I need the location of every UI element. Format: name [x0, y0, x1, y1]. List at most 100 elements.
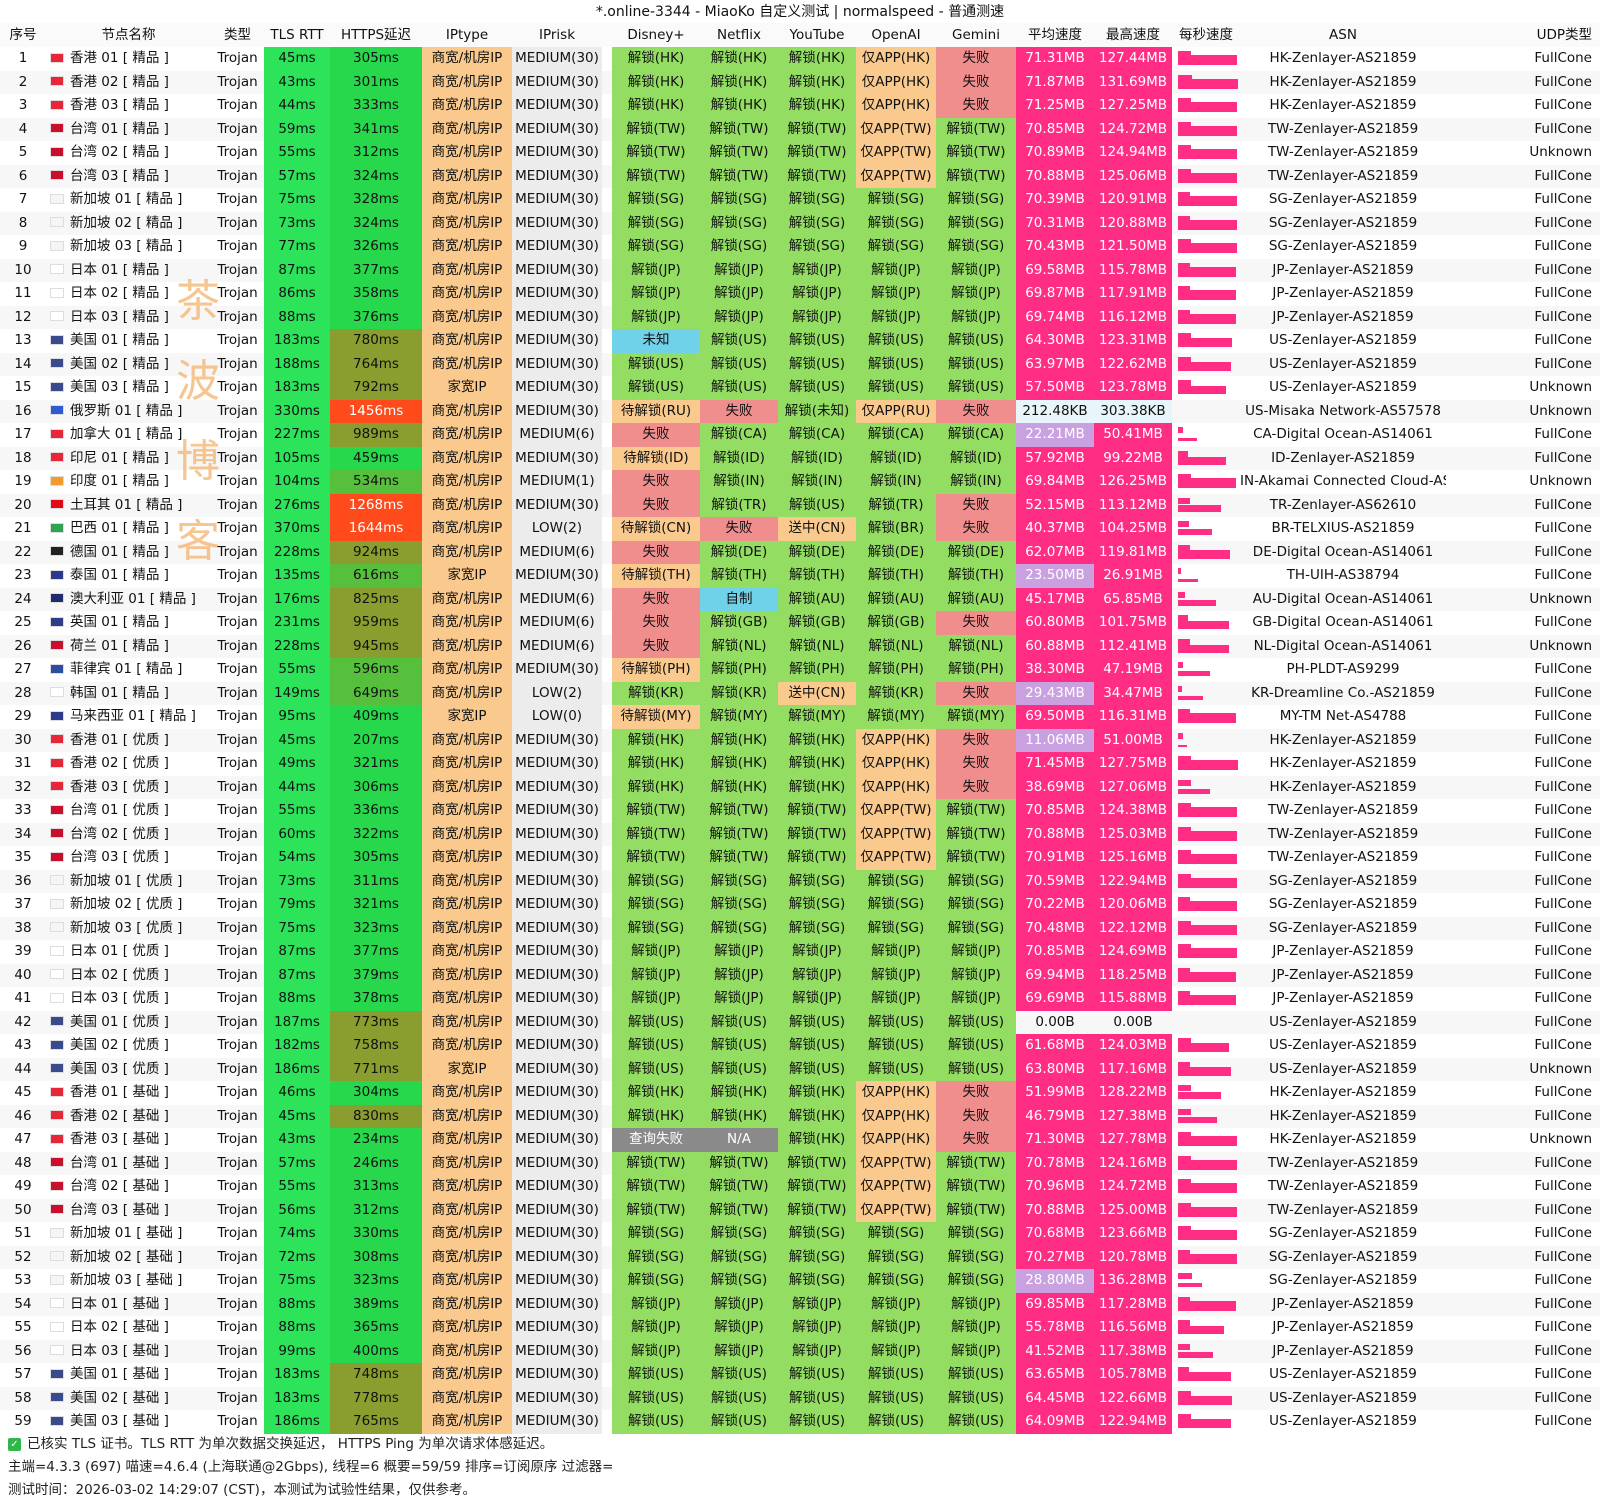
table-row[interactable]: 22 德国 01 [ 精品 ] Trojan 228ms 924ms 商宽/机房IP MED… [0, 540, 1600, 564]
table-row[interactable]: 54 日本 01 [ 基础 ] Trojan 88ms 389ms 商宽/机房IP MEDI… [0, 1292, 1600, 1316]
header-speed-graph[interactable]: 每秒速度 [1179, 27, 1233, 43]
col-iptype: 商宽/机房IP [422, 258, 512, 282]
col-udp: FullCone [1534, 308, 1592, 325]
col-netflix: 解锁(TW) [700, 1198, 778, 1222]
table-row[interactable]: 37 新加坡 02 [ 优质 ] Trojan 79ms 321ms 商宽/机房IP MED… [0, 893, 1600, 917]
table-row[interactable]: 10 日本 01 [ 精品 ] Trojan 87ms 377ms 商宽/机房IP MEDI… [0, 258, 1600, 282]
table-row[interactable]: 39 日本 01 [ 优质 ] Trojan 87ms 377ms 商宽/机房IP MEDI… [0, 940, 1600, 964]
col-netflix: 解锁(HK) [700, 94, 778, 118]
col-udp: FullCone [1534, 1013, 1592, 1030]
header-avg-speed[interactable]: 平均速度 [1028, 27, 1082, 43]
header-asn[interactable]: ASN [1329, 27, 1357, 43]
table-row[interactable]: 4 台湾 01 [ 精品 ] Trojan 59ms 341ms 商宽/机房IP MEDIU… [0, 117, 1600, 141]
speed-graph [1178, 1130, 1238, 1150]
table-row[interactable]: 11 日本 02 [ 精品 ] Trojan 86ms 358ms 商宽/机房IP MEDI… [0, 282, 1600, 306]
table-row[interactable]: 34 台湾 02 [ 优质 ] Trojan 60ms 322ms 商宽/机房IP MEDI… [0, 822, 1600, 846]
col-gemini: 解锁(US) [936, 1363, 1016, 1387]
table-row[interactable]: 57 美国 01 [ 基础 ] Trojan 183ms 748ms 商宽/机房IP MED… [0, 1363, 1600, 1387]
col-tls-rtt: 75ms [264, 188, 330, 212]
col-iptype: 商宽/机房IP [422, 822, 512, 846]
table-row[interactable]: 8 新加坡 02 [ 精品 ] Trojan 73ms 324ms 商宽/机房IP MEDI… [0, 211, 1600, 235]
header-netflix[interactable]: Netflix [717, 27, 761, 43]
table-row[interactable]: 24 澳大利亚 01 [ 精品 ] Trojan 176ms 825ms 商宽/机房IP M… [0, 587, 1600, 611]
col-index: 29 [14, 708, 32, 724]
table-row[interactable]: 56 日本 03 [ 基础 ] Trojan 99ms 400ms 商宽/机房IP MEDI… [0, 1339, 1600, 1363]
table-row[interactable]: 41 日本 03 [ 优质 ] Trojan 88ms 378ms 商宽/机房IP MEDI… [0, 987, 1600, 1011]
header-iprisk[interactable]: IPrisk [538, 27, 576, 43]
table-row[interactable]: 9 新加坡 03 [ 精品 ] Trojan 77ms 326ms 商宽/机房IP MEDI… [0, 235, 1600, 259]
table-row[interactable]: 19 印度 01 [ 精品 ] Trojan 104ms 534ms 商宽/机房IP MED… [0, 470, 1600, 494]
col-disney: 解锁(US) [612, 352, 700, 376]
table-row[interactable]: 17 加拿大 01 [ 精品 ] Trojan 227ms 989ms 商宽/机房IP ME… [0, 423, 1600, 447]
table-row[interactable]: 40 日本 02 [ 优质 ] Trojan 87ms 379ms 商宽/机房IP MEDI… [0, 963, 1600, 987]
header-https[interactable]: HTTPS延迟 [340, 27, 412, 43]
table-row[interactable]: 30 香港 01 [ 优质 ] Trojan 45ms 207ms 商宽/机房IP MEDI… [0, 728, 1600, 752]
header-iptype[interactable]: IPtype [445, 27, 489, 43]
table-row[interactable]: 13 美国 01 [ 精品 ] Trojan 183ms 780ms 商宽/机房IP MED… [0, 329, 1600, 353]
table-row[interactable]: 5 台湾 02 [ 精品 ] Trojan 55ms 312ms 商宽/机房IP MEDIU… [0, 141, 1600, 165]
table-row[interactable]: 38 新加坡 03 [ 优质 ] Trojan 75ms 323ms 商宽/机房IP MED… [0, 916, 1600, 940]
table-row[interactable]: 14 美国 02 [ 精品 ] Trojan 188ms 764ms 商宽/机房IP MED… [0, 352, 1600, 376]
col-iprisk: MEDIUM(30) [512, 846, 602, 870]
col-type: Trojan [217, 426, 258, 442]
table-row[interactable]: 6 台湾 03 [ 精品 ] Trojan 57ms 324ms 商宽/机房IP MEDIU… [0, 164, 1600, 188]
header-disney[interactable]: Disney+ [627, 27, 685, 43]
table-row[interactable]: 15 美国 03 [ 精品 ] Trojan 183ms 792ms 家宽IP MEDIUM… [0, 376, 1600, 400]
table-row[interactable]: 3 香港 03 [ 精品 ] Trojan 44ms 333ms 商宽/机房IP MEDIU… [0, 94, 1600, 118]
flag-icon [50, 287, 64, 298]
speed-peak-bar [1178, 662, 1183, 668]
table-row[interactable]: 32 香港 03 [ 优质 ] Trojan 44ms 306ms 商宽/机房IP MEDI… [0, 775, 1600, 800]
table-row[interactable]: 44 美国 03 [ 优质 ] Trojan 186ms 771ms 家宽IP MEDIUM… [0, 1057, 1600, 1081]
header-openai[interactable]: OpenAI [871, 27, 921, 43]
table-row[interactable]: 23 泰国 01 [ 精品 ] Trojan 135ms 616ms 家宽IP MEDIUM… [0, 564, 1600, 588]
table-row[interactable]: 20 土耳其 01 [ 精品 ] Trojan 276ms 1268ms 商宽/机房IP M… [0, 493, 1600, 517]
table-row[interactable]: 21 巴西 01 [ 精品 ] Trojan 370ms 1644ms 商宽/机房IP LO… [0, 517, 1600, 541]
table-row[interactable]: 12 日本 03 [ 精品 ] Trojan 88ms 376ms 商宽/机房IP MEDI… [0, 305, 1600, 329]
table-row[interactable]: 58 美国 02 [ 基础 ] Trojan 183ms 778ms 商宽/机房IP MED… [0, 1386, 1600, 1410]
table-row[interactable]: 53 新加坡 03 [ 基础 ] Trojan 75ms 323ms 商宽/机房IP MED… [0, 1269, 1600, 1293]
table-row[interactable]: 46 香港 02 [ 基础 ] Trojan 45ms 830ms 商宽/机房IP MEDI… [0, 1104, 1600, 1128]
table-row[interactable]: 50 台湾 03 [ 基础 ] Trojan 56ms 312ms 商宽/机房IP MEDI… [0, 1198, 1600, 1222]
table-row[interactable]: 25 英国 01 [ 精品 ] Trojan 231ms 959ms 商宽/机房IP MED… [0, 611, 1600, 635]
col-node-name: 马来西亚 01 [ 精品 ] [46, 705, 211, 729]
table-row[interactable]: 45 香港 01 [ 基础 ] Trojan 46ms 304ms 商宽/机房IP MEDI… [0, 1081, 1600, 1105]
table-row[interactable]: 52 新加坡 02 [ 基础 ] Trojan 72ms 308ms 商宽/机房IP MED… [0, 1245, 1600, 1269]
table-row[interactable]: 27 菲律宾 01 [ 精品 ] Trojan 55ms 596ms 商宽/机房IP MED… [0, 658, 1600, 682]
table-row[interactable]: 16 俄罗斯 01 [ 精品 ] Trojan 330ms 1456ms 商宽/机房IP M… [0, 399, 1600, 423]
table-row[interactable]: 48 台湾 01 [ 基础 ] Trojan 57ms 246ms 商宽/机房IP MEDI… [0, 1151, 1600, 1175]
col-tls-rtt: 44ms [264, 775, 330, 799]
table-row[interactable]: 2 香港 02 [ 精品 ] Trojan 43ms 301ms 商宽/机房IP MEDIU… [0, 70, 1600, 94]
header-udp[interactable]: UDP类型 [1536, 27, 1592, 43]
col-netflix: 解锁(SG) [700, 1269, 778, 1293]
table-row[interactable]: 31 香港 02 [ 优质 ] Trojan 49ms 321ms 商宽/机房IP MEDI… [0, 752, 1600, 776]
table-row[interactable]: 51 新加坡 01 [ 基础 ] Trojan 74ms 330ms 商宽/机房IP MED… [0, 1222, 1600, 1246]
header-type[interactable]: 类型 [224, 27, 251, 43]
table-row[interactable]: 33 台湾 01 [ 优质 ] Trojan 55ms 336ms 商宽/机房IP MEDI… [0, 799, 1600, 823]
table-row[interactable]: 18 印尼 01 [ 精品 ] Trojan 105ms 459ms 商宽/机房IP MED… [0, 446, 1600, 470]
table-row[interactable]: 49 台湾 02 [ 基础 ] Trojan 55ms 313ms 商宽/机房IP MEDI… [0, 1175, 1600, 1199]
header-max-speed[interactable]: 最高速度 [1106, 27, 1160, 43]
table-row[interactable]: 28 韩国 01 [ 精品 ] Trojan 149ms 649ms 商宽/机房IP LOW… [0, 681, 1600, 705]
header-tls-rtt[interactable]: TLS RTT [270, 27, 324, 43]
col-udp: FullCone [1534, 97, 1592, 113]
table-row[interactable]: 47 香港 03 [ 基础 ] Trojan 43ms 234ms 商宽/机房IP MEDI… [0, 1128, 1600, 1152]
table-row[interactable]: 1 香港 01 [ 精品 ] Trojan 45ms 305ms 商宽/机房IP MEDIU… [0, 47, 1600, 71]
table-row[interactable]: 7 新加坡 01 [ 精品 ] Trojan 75ms 328ms 商宽/机房IP MEDI… [0, 188, 1600, 212]
header-gemini[interactable]: Gemini [952, 27, 1000, 43]
table-row[interactable]: 35 台湾 03 [ 优质 ] Trojan 54ms 305ms 商宽/机房IP MEDI… [0, 846, 1600, 870]
header-node-name[interactable]: 节点名称 [101, 27, 156, 43]
table-row[interactable]: 26 荷兰 01 [ 精品 ] Trojan 228ms 945ms 商宽/机房IP MED… [0, 634, 1600, 658]
table-row[interactable]: 29 马来西亚 01 [ 精品 ] Trojan 95ms 409ms 家宽IP LOW(0… [0, 705, 1600, 729]
table-row[interactable]: 59 美国 03 [ 基础 ] Trojan 186ms 765ms 商宽/机房IP MED… [0, 1410, 1600, 1434]
col-speed-graph [1172, 776, 1240, 800]
table-row[interactable]: 55 日本 02 [ 基础 ] Trojan 88ms 365ms 商宽/机房IP MEDI… [0, 1316, 1600, 1340]
col-gemini: 解锁(JP) [936, 1292, 1016, 1316]
col-openai: 仅APP(HK) [856, 1081, 936, 1105]
header-youtube[interactable]: YouTube [789, 27, 845, 43]
header-index[interactable]: 序号 [9, 27, 37, 43]
table-row[interactable]: 36 新加坡 01 [ 优质 ] Trojan 73ms 311ms 商宽/机房IP MED… [0, 869, 1600, 893]
table-row[interactable]: 42 美国 01 [ 优质 ] Trojan 187ms 773ms 商宽/机房IP MED… [0, 1010, 1600, 1034]
table-row[interactable]: 43 美国 02 [ 优质 ] Trojan 182ms 758ms 商宽/机房IP MED… [0, 1034, 1600, 1058]
col-disney: 失败 [612, 470, 700, 494]
col-openai: 仅APP(HK) [856, 752, 936, 776]
